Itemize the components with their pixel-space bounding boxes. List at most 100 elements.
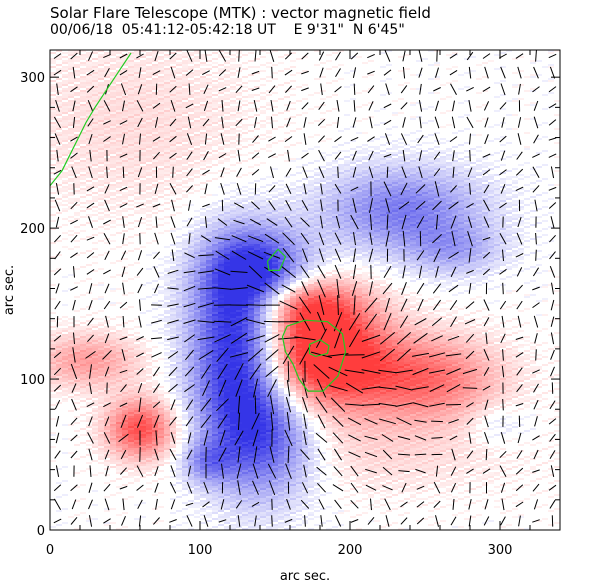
field-cell bbox=[86, 214, 92, 216]
field-cell bbox=[386, 198, 392, 200]
field-cell bbox=[356, 174, 362, 176]
field-cell bbox=[374, 190, 380, 192]
field-cell bbox=[254, 188, 260, 190]
field-cell bbox=[182, 174, 188, 176]
field-cell bbox=[272, 194, 278, 196]
field-cell bbox=[422, 58, 428, 60]
field-cell bbox=[482, 248, 488, 250]
field-cell bbox=[374, 234, 380, 236]
field-cell bbox=[332, 242, 338, 244]
field-cell bbox=[518, 194, 524, 196]
field-cell bbox=[302, 164, 308, 166]
field-cell bbox=[260, 92, 266, 94]
field-cell bbox=[398, 194, 404, 196]
field-cell bbox=[464, 86, 470, 88]
field-cell bbox=[110, 216, 116, 218]
field-cell bbox=[104, 164, 110, 166]
field-cell bbox=[116, 198, 122, 200]
field-cell bbox=[248, 208, 254, 210]
field-cell bbox=[488, 216, 494, 218]
field-cell bbox=[428, 134, 434, 136]
field-cell bbox=[338, 240, 344, 242]
field-cell bbox=[260, 250, 266, 252]
field-cell bbox=[470, 252, 476, 254]
field-cell bbox=[440, 190, 446, 192]
field-cell bbox=[104, 136, 110, 138]
field-cell bbox=[200, 72, 206, 74]
field-cell bbox=[416, 176, 422, 178]
field-cell bbox=[452, 164, 458, 166]
field-cell bbox=[248, 250, 254, 252]
field-cell bbox=[62, 148, 68, 150]
field-cell bbox=[368, 232, 374, 234]
field-cell bbox=[128, 70, 134, 72]
field-cell bbox=[170, 192, 176, 194]
field-cell bbox=[212, 130, 218, 132]
field-cell bbox=[182, 90, 188, 92]
field-cell bbox=[422, 240, 428, 242]
field-cell bbox=[368, 156, 374, 158]
field-cell bbox=[236, 246, 242, 248]
field-cell bbox=[398, 182, 404, 184]
field-cell bbox=[398, 150, 404, 152]
field-cell bbox=[50, 110, 56, 112]
field-cell bbox=[98, 176, 104, 178]
field-cell bbox=[122, 124, 128, 126]
field-cell bbox=[410, 234, 416, 236]
field-cell bbox=[134, 78, 140, 80]
field-cell bbox=[128, 54, 134, 56]
field-cell bbox=[206, 126, 212, 128]
field-cell bbox=[236, 94, 242, 96]
field-cell bbox=[182, 70, 188, 72]
field-cell bbox=[446, 124, 452, 126]
field-cell bbox=[212, 234, 218, 236]
field-cell bbox=[278, 194, 284, 196]
field-cell bbox=[428, 230, 434, 232]
field-cell bbox=[536, 250, 542, 252]
field-cell bbox=[494, 248, 500, 250]
field-cell bbox=[218, 256, 224, 258]
field-cell bbox=[50, 60, 56, 62]
field-cell bbox=[416, 194, 422, 196]
field-cell bbox=[386, 158, 392, 160]
field-cell bbox=[398, 206, 404, 208]
field-cell bbox=[506, 254, 512, 256]
field-cell bbox=[182, 106, 188, 108]
field-cell bbox=[122, 178, 128, 180]
field-cell bbox=[278, 188, 284, 190]
field-cell bbox=[494, 206, 500, 208]
field-cell bbox=[380, 212, 386, 214]
field-cell bbox=[110, 158, 116, 160]
field-cell bbox=[152, 142, 158, 144]
field-cell bbox=[92, 146, 98, 148]
field-cell bbox=[314, 208, 320, 210]
field-cell bbox=[548, 226, 554, 228]
field-cell bbox=[296, 58, 302, 60]
field-cell bbox=[176, 132, 182, 134]
field-cell bbox=[254, 58, 260, 60]
field-cell bbox=[74, 134, 80, 136]
field-cell bbox=[416, 236, 422, 238]
field-cell bbox=[344, 164, 350, 166]
field-cell bbox=[332, 198, 338, 200]
field-cell bbox=[428, 240, 434, 242]
field-cell bbox=[122, 64, 128, 66]
field-cell bbox=[206, 160, 212, 162]
field-cell bbox=[140, 246, 146, 248]
field-cell bbox=[140, 232, 146, 234]
field-cell bbox=[320, 196, 326, 198]
field-cell bbox=[338, 234, 344, 236]
field-cell bbox=[308, 258, 314, 260]
field-cell bbox=[452, 188, 458, 190]
field-cell bbox=[122, 102, 128, 104]
field-cell bbox=[110, 72, 116, 74]
field-cell bbox=[314, 212, 320, 214]
field-cell bbox=[362, 198, 368, 200]
field-cell bbox=[242, 214, 248, 216]
field-cell bbox=[62, 120, 68, 122]
field-cell bbox=[380, 222, 386, 224]
field-cell bbox=[416, 160, 422, 162]
field-cell bbox=[506, 246, 512, 248]
field-cell bbox=[362, 104, 368, 106]
field-cell bbox=[242, 76, 248, 78]
